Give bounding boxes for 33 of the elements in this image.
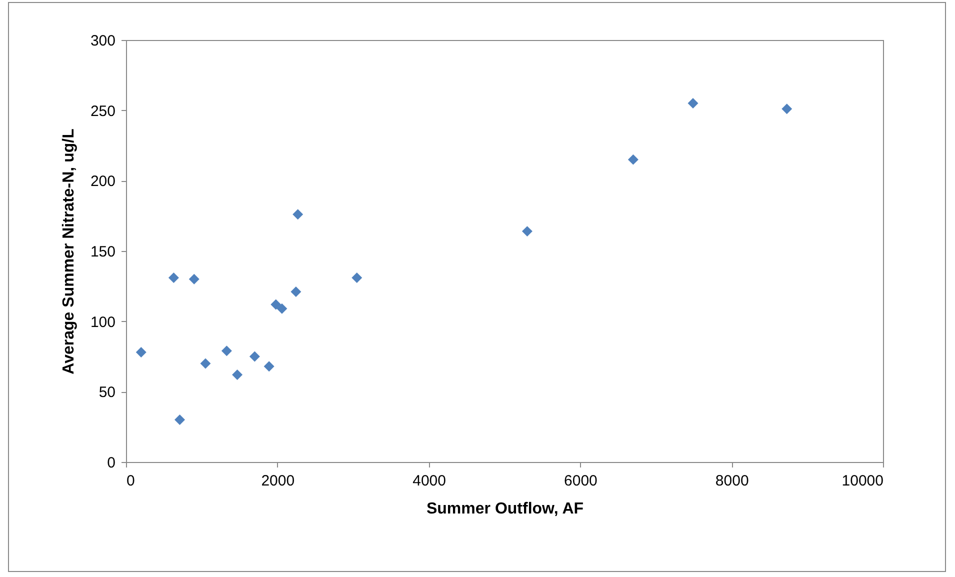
y-tick-label: 50 (98, 384, 116, 402)
point (688, 98, 698, 109)
x-tick-label: 10000 (842, 472, 884, 490)
x-tick-label: 2000 (261, 472, 295, 490)
y-tick-label: 250 (90, 102, 116, 120)
x-tick-label: 8000 (715, 472, 749, 490)
point (782, 104, 792, 114)
point (249, 351, 260, 362)
point (522, 226, 532, 237)
point (276, 303, 288, 314)
point (264, 361, 274, 372)
y-tick-label: 0 (107, 454, 116, 472)
x-tick-label: 0 (126, 472, 135, 490)
x-axis-title: Summer Outflow, AF (426, 500, 584, 518)
y-tick-label: 200 (90, 173, 116, 190)
point (292, 209, 304, 220)
x-tick-label: 6000 (564, 472, 598, 490)
y-tick-label: 300 (90, 32, 116, 50)
point (168, 272, 179, 283)
point (174, 414, 185, 426)
point (352, 272, 362, 283)
y-tick-label: 100 (90, 314, 116, 331)
point (136, 347, 146, 358)
point (290, 286, 302, 298)
x-tick-label: 4000 (412, 472, 446, 490)
y-tick-label: 150 (90, 244, 116, 260)
y-axis-title: Average Summer Nitrate-N, ug/L (60, 128, 78, 374)
point (270, 299, 282, 310)
point (232, 370, 243, 380)
point (221, 346, 232, 356)
point (188, 274, 200, 284)
point (200, 358, 211, 369)
point (628, 154, 638, 165)
